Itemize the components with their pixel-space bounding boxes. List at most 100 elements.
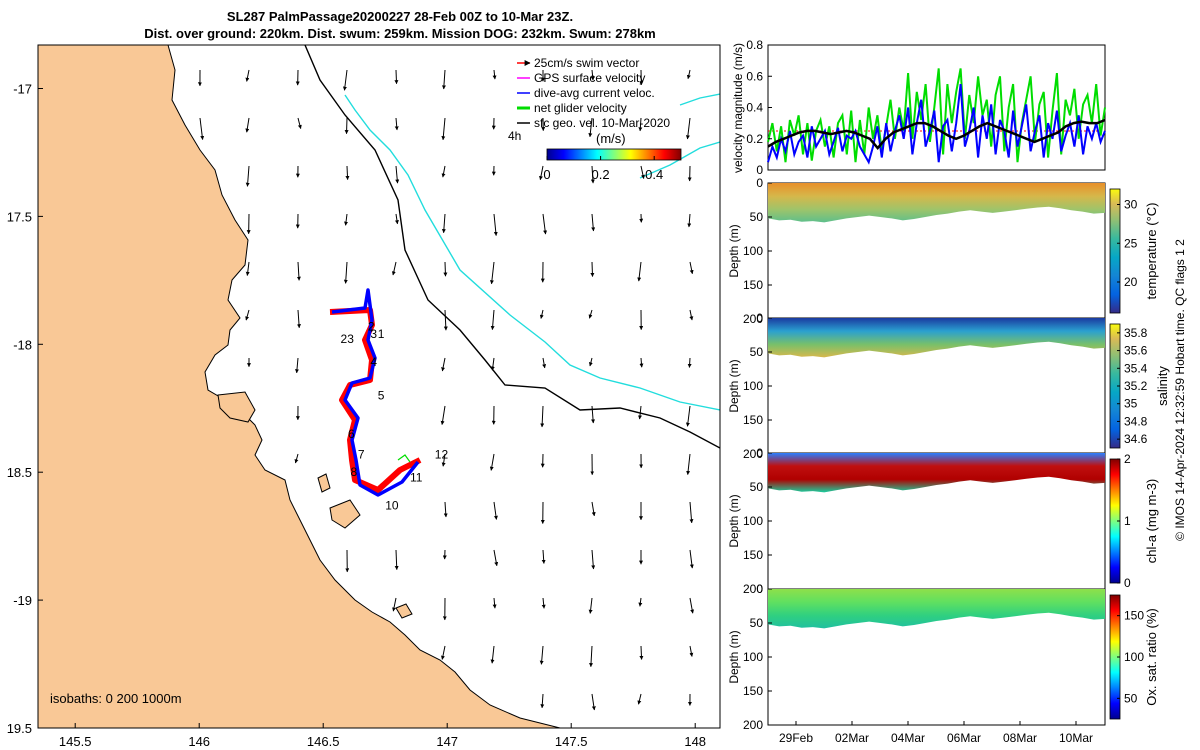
section-ytick-label: 100 <box>743 244 763 258</box>
section-ytick-label: 150 <box>743 278 763 292</box>
sfc-velocity-arrow <box>342 69 348 91</box>
sfc-velocity-arrow <box>490 645 495 664</box>
sfc-velocity-arrow <box>395 165 400 184</box>
sfc-velocity-arrow <box>685 117 691 140</box>
sfc-velocity-arrow <box>394 213 399 225</box>
sfc-velocity-arrow <box>689 597 695 614</box>
section-ylabel: Depth (m) <box>727 494 741 547</box>
map-ytick-label: -18 <box>13 337 32 352</box>
date-tick-label: 08Mar <box>1003 731 1037 745</box>
sfc-velocity-arrow <box>540 405 545 428</box>
map-xtick-label: 146.5 <box>307 734 340 749</box>
sfc-velocity-arrow <box>443 309 448 331</box>
title-line-2: Dist. over ground: 220km. Dist. swum: 25… <box>144 26 656 41</box>
legend-sfc-geo: sfc geo. vel. 10-Mar-2020 <box>534 116 670 130</box>
sfc-velocity-arrow <box>343 261 348 284</box>
cbar-tick-label: 0 <box>543 167 550 182</box>
sfc-velocity-arrow <box>493 501 498 520</box>
date-tick-label: 06Mar <box>947 731 981 745</box>
sfc-velocity-arrow <box>588 357 593 367</box>
section-ytick-label: 0 <box>756 176 763 190</box>
vel-ytick-label: 0 <box>756 163 763 177</box>
sfc-velocity-arrow <box>590 261 595 277</box>
sfc-velocity-arrow <box>245 69 250 82</box>
sfc-velocity-arrow <box>686 453 691 475</box>
sfc-velocity-arrow <box>541 597 546 609</box>
sfc-velocity-arrow <box>540 693 545 709</box>
section-panel-3: 0 50 100 150 200 Depth (m) 0 1 2 chl-a (mg m-3) <box>727 446 1159 596</box>
sfc-velocity-arrow <box>687 357 692 368</box>
section-data <box>768 183 1105 223</box>
sfc-velocity-arrow <box>541 549 546 564</box>
sfc-velocity-arrow <box>639 645 644 660</box>
section-data <box>768 318 1105 358</box>
waypoint-label: 7 <box>358 447 365 461</box>
waypoint-label: 1 <box>378 327 385 341</box>
vel-ytick-label: 0.4 <box>746 101 763 115</box>
sfc-velocity-arrow <box>591 213 596 232</box>
section-ylabel: Depth (m) <box>727 359 741 412</box>
cbar-tick-label: 0.2 <box>592 167 610 182</box>
sfc-velocity-arrow <box>441 165 446 178</box>
cbar-tick-label: 35.2 <box>1124 379 1148 393</box>
map-xtick-label: 147.5 <box>555 734 588 749</box>
waypoint-label: 4 <box>370 355 377 369</box>
cbar-tick-label: 50 <box>1124 691 1138 705</box>
cbar-tick-label: 30 <box>1124 198 1138 212</box>
sfc-velocity-arrow <box>443 261 448 277</box>
velocity-ylabel: velocity magnitude (m/s) <box>731 43 745 173</box>
section-cbar-label: Ox. sat. ratio (%) <box>1144 608 1159 706</box>
cbar-tick-label: 0 <box>1124 576 1131 590</box>
section-colorbar <box>1109 188 1121 314</box>
section-ytick-label: 150 <box>743 684 763 698</box>
sfc-velocity-arrow <box>391 261 397 276</box>
sfc-velocity-arrow <box>492 597 497 609</box>
waypoint-label: 6 <box>348 427 355 441</box>
waypoint-label: 11 <box>410 470 423 484</box>
sfc-velocity-arrow <box>394 117 399 131</box>
sfc-velocity-arrow <box>640 165 645 179</box>
sfc-velocity-arrow <box>638 597 643 607</box>
sfc-velocity-arrow <box>588 597 593 614</box>
date-tick-label: 04Mar <box>891 731 925 745</box>
sfc-velocity-arrow <box>294 453 299 464</box>
sfc-velocity-arrow <box>489 453 495 471</box>
date-tick-label: 02Mar <box>835 731 869 745</box>
island-2 <box>329 499 361 529</box>
legend-swim-vector: 25cm/s swim vector <box>534 56 639 70</box>
sfc-velocity-arrow <box>492 69 497 80</box>
track-net-velocity <box>397 454 411 463</box>
sfc-velocity-arrow <box>441 69 446 90</box>
title-line-1: SL287 PalmPassage20200227 28-Feb 00Z to … <box>226 9 574 24</box>
cbar-tick-label: 25 <box>1124 236 1138 250</box>
sfc-velocity-arrow <box>490 357 495 371</box>
section-ytick-label: 200 <box>743 718 763 732</box>
map-xtick-label: 148 <box>684 734 706 749</box>
sfc-velocity-arrow <box>639 357 644 368</box>
sfc-velocity-arrow <box>443 501 448 518</box>
isobath-200m <box>344 94 720 411</box>
sfc-velocity-arrow <box>591 405 596 424</box>
sfc-velocity-arrow <box>490 309 495 331</box>
sfc-velocity-arrow <box>685 405 691 427</box>
vel-ytick-label: 0.8 <box>746 38 763 52</box>
sfc-velocity-arrow <box>394 69 399 85</box>
map-ytick-label: 18.5 <box>7 465 32 480</box>
sfc-velocity-arrow <box>440 405 446 425</box>
waypoint-label: 5 <box>378 388 385 402</box>
sfc-velocity-arrow <box>296 261 301 281</box>
sfc-velocity-arrow <box>245 261 250 276</box>
velocity-axes <box>767 44 1106 171</box>
sfc-velocity-arrow <box>295 357 299 374</box>
sfc-velocity-arrow <box>637 261 642 282</box>
section-ytick-label: 0 <box>756 311 763 325</box>
sfc-velocity-arrow <box>297 117 302 130</box>
legend-net-velocity: net glider velocity <box>534 101 627 115</box>
surface-velocity-arrows <box>197 69 695 711</box>
legend-dive-avg: dive-avg current veloc. <box>534 86 655 100</box>
sfc-velocity-arrow <box>245 309 250 321</box>
section-ytick-label: 150 <box>743 548 763 562</box>
sfc-velocity-arrow <box>493 213 498 236</box>
